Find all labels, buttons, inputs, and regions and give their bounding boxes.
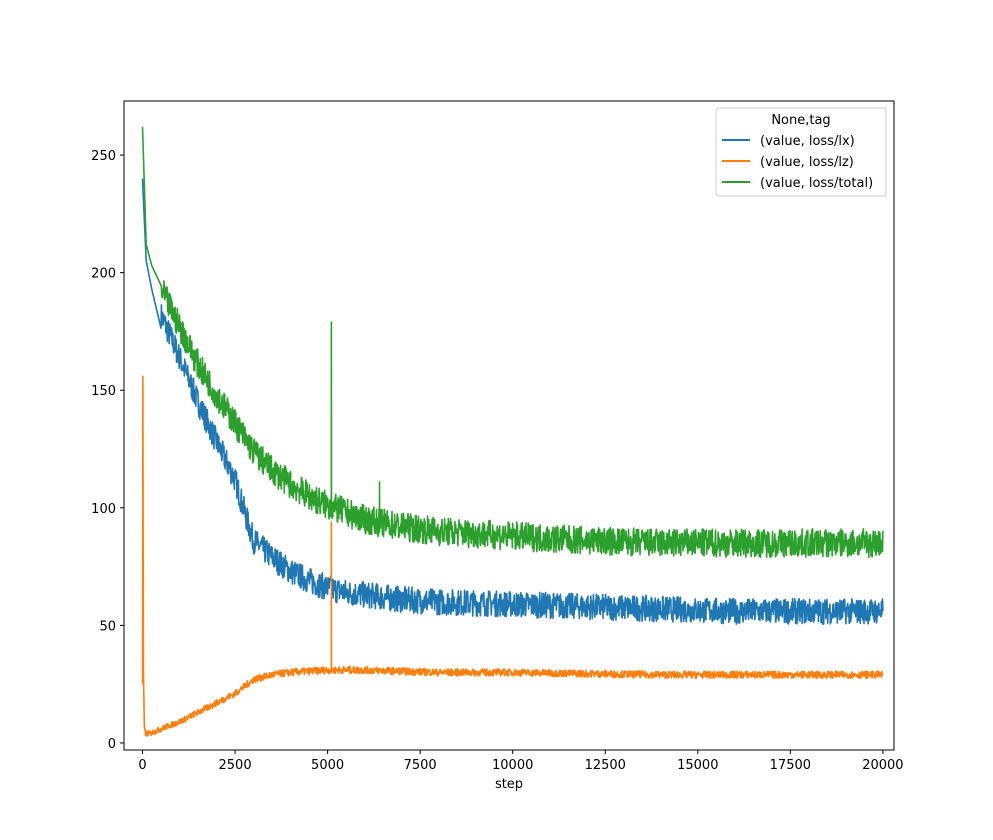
x-tick-label: 0 (138, 758, 146, 773)
series-layer (141, 126, 884, 737)
legend-title: None,tag (771, 113, 830, 128)
x-tick-label: 15000 (677, 758, 718, 773)
x-tick-label: 20000 (862, 758, 903, 773)
series-line-total (141, 126, 884, 559)
x-axis: 0 2500 5000 7500 10000 12500 15000 17500 20000 (138, 750, 904, 773)
y-axis: 0 50 100 150 200 250 (91, 149, 124, 752)
x-axis-label: step (495, 777, 523, 792)
y-tick-label: 0 (108, 737, 116, 752)
plot-frame (123, 100, 895, 751)
y-tick-label: 100 (91, 502, 116, 517)
legend-entry-lx: (value, loss/lx) (760, 134, 855, 149)
y-tick-label: 150 (91, 384, 116, 399)
y-tick-label: 250 (91, 149, 116, 164)
legend-box (715, 107, 887, 197)
series-line-lz (141, 375, 884, 737)
x-tick-label: 5000 (311, 758, 344, 773)
legend-entry-total: (value, loss/total) (760, 176, 873, 191)
x-tick-label: 12500 (585, 758, 626, 773)
legend-entry-lz: (value, loss/lz) (760, 155, 854, 170)
x-tick-label: 17500 (770, 758, 811, 773)
x-tick-label: 2500 (219, 758, 252, 773)
series-line-lx (141, 178, 884, 625)
y-tick-label: 200 (91, 267, 116, 282)
x-tick-label: 10000 (492, 758, 533, 773)
y-tick-label: 50 (99, 619, 116, 634)
legend: None,tag (value, loss/lx) (value, loss/l… (715, 107, 887, 197)
x-tick-label: 7500 (404, 758, 437, 773)
